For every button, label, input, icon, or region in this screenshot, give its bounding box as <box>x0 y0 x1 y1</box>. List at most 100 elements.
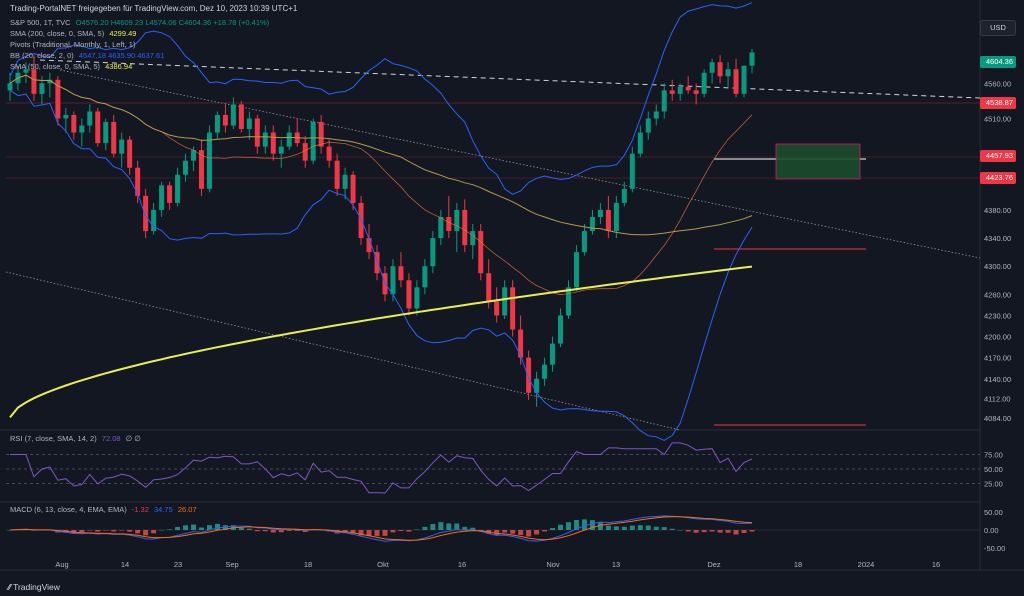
candle-body <box>478 231 484 274</box>
candle-body <box>198 150 204 189</box>
candle-body <box>390 266 396 295</box>
time-axis-label: 16 <box>458 560 466 569</box>
branding-text: TradingView <box>13 582 60 592</box>
macd-histogram-bar <box>350 530 356 534</box>
candle-body <box>270 132 276 154</box>
candle-body <box>613 202 619 232</box>
macd-histogram-bar <box>494 530 500 536</box>
price-axis-label: 4170.00 <box>984 354 1011 363</box>
candle-body <box>183 160 189 175</box>
candle-body <box>597 209 603 217</box>
currency-button[interactable]: USD <box>980 20 1016 36</box>
sma50-legend[interactable]: SMA (50, close, 0, SMA, 5) 4386.94 <box>10 62 132 71</box>
candle-body <box>214 114 220 133</box>
macd-histogram-bar <box>613 526 619 530</box>
candle-body <box>127 139 133 168</box>
candle-body <box>677 86 683 94</box>
symbol-legend[interactable]: S&P 500, 1T, TVC O4576.20 H4609.23 L4574… <box>10 18 269 27</box>
macd-histogram-bar <box>127 530 133 532</box>
bb-lower <box>9 89 753 441</box>
pivots-legend[interactable]: Pivots (Traditional, Monthly, 1, Left, 1… <box>10 40 135 49</box>
candle-body <box>71 114 77 133</box>
bb-values: 4547.18 4635.90 4637.61 <box>78 51 165 60</box>
candle-body <box>31 69 37 94</box>
macd-histogram-bar <box>669 528 675 530</box>
rsi-label: RSI (7, close, SMA, 14, 2) <box>10 434 97 443</box>
last-price-tag: 4604.36 <box>980 56 1016 68</box>
macd-line <box>9 515 753 542</box>
candle-body <box>462 209 468 246</box>
price-axis-label: 4260.00 <box>984 290 1011 299</box>
macd-axis-label: -50.00 <box>984 544 1005 553</box>
macd-histogram-bar <box>278 530 284 533</box>
candle-body <box>422 266 428 288</box>
candle-body <box>358 202 364 239</box>
sma200-legend[interactable]: SMA (200, close, 0, SMA, 5) 4299.49 <box>10 29 136 38</box>
bb-label: BB (20, close, 2, 0) <box>10 51 74 60</box>
rsi-value: 72.08 <box>101 434 121 443</box>
sma200-line <box>9 265 753 419</box>
candle-body <box>23 69 29 73</box>
macd-histogram-bar <box>526 530 532 537</box>
macd-histogram-bar <box>565 522 571 530</box>
macd-histogram-bar <box>214 523 220 530</box>
tradingview-logo[interactable]: ⁄⁄ TradingView <box>8 582 60 592</box>
candle-body <box>486 273 492 302</box>
rsi-legend[interactable]: RSI (7, close, SMA, 14, 2) 72.08 ∅ ∅ <box>10 434 141 443</box>
macd-legend[interactable]: MACD (6, 13, close, 4, EMA, EMA) -1.32 3… <box>10 505 197 514</box>
candle-body <box>526 357 532 393</box>
candle-body <box>246 118 252 130</box>
price-axis-label: 4230.00 <box>984 311 1011 320</box>
time-axis-label: Aug <box>55 560 68 569</box>
macd-histogram-bar <box>366 530 372 536</box>
macd-histogram-bar <box>111 530 117 532</box>
macd-histogram-bar <box>406 530 412 532</box>
candle-body <box>558 315 564 344</box>
macd-histogram-bar <box>254 530 260 532</box>
macd-signal-line <box>9 516 753 541</box>
price-axis-label: 4200.00 <box>984 333 1011 342</box>
macd-histogram-bar <box>262 530 268 532</box>
macd-histogram-bar <box>581 519 587 530</box>
candle-body <box>621 188 627 203</box>
candle-body <box>262 132 268 147</box>
price-axis-label: 4112.00 <box>984 394 1011 403</box>
candle-body <box>406 280 412 309</box>
macd-histogram-bar <box>621 526 627 530</box>
macd-histogram-bar <box>749 530 755 532</box>
time-axis-label: 18 <box>794 560 802 569</box>
candle-body <box>175 174 181 203</box>
macd-histogram-bar <box>605 525 611 530</box>
candle-body <box>589 216 595 232</box>
candle-body <box>693 90 699 94</box>
sma50-label: SMA (50, close, 0, SMA, 5) <box>10 62 101 71</box>
candle-body <box>494 301 500 316</box>
macd-value-2: 34.75 <box>154 505 173 514</box>
candle-body <box>39 83 45 94</box>
macd-histogram-bar <box>95 530 101 532</box>
macd-histogram-bar <box>87 530 93 531</box>
rsi-axis-label: 50.00 <box>984 465 1003 474</box>
macd-histogram-bar <box>191 524 197 530</box>
price-axis-label: 4084.00 <box>984 414 1011 423</box>
sma200-value: 4299.49 <box>109 29 137 38</box>
candle-body <box>310 122 316 161</box>
macd-histogram-bar <box>733 530 739 535</box>
time-axis-label: 16 <box>932 560 940 569</box>
candle-body <box>7 83 13 91</box>
macd-histogram-bar <box>542 530 548 532</box>
candle-body <box>550 343 556 365</box>
dotted-trendline-lower <box>5 271 681 431</box>
sma50-value: 4386.94 <box>105 62 133 71</box>
candle-body <box>278 146 284 154</box>
macd-histogram-bar <box>470 527 476 530</box>
macd-histogram-bar <box>238 527 244 530</box>
candle-body <box>103 122 109 144</box>
candle-body <box>167 185 173 203</box>
price-axis-label: 4140.00 <box>984 375 1011 384</box>
macd-histogram-bar <box>550 528 556 530</box>
bb-legend[interactable]: BB (20, close, 2, 0) 4547.18 4635.90 463… <box>10 51 164 60</box>
candle-body <box>717 62 723 77</box>
candle-body <box>350 174 356 203</box>
